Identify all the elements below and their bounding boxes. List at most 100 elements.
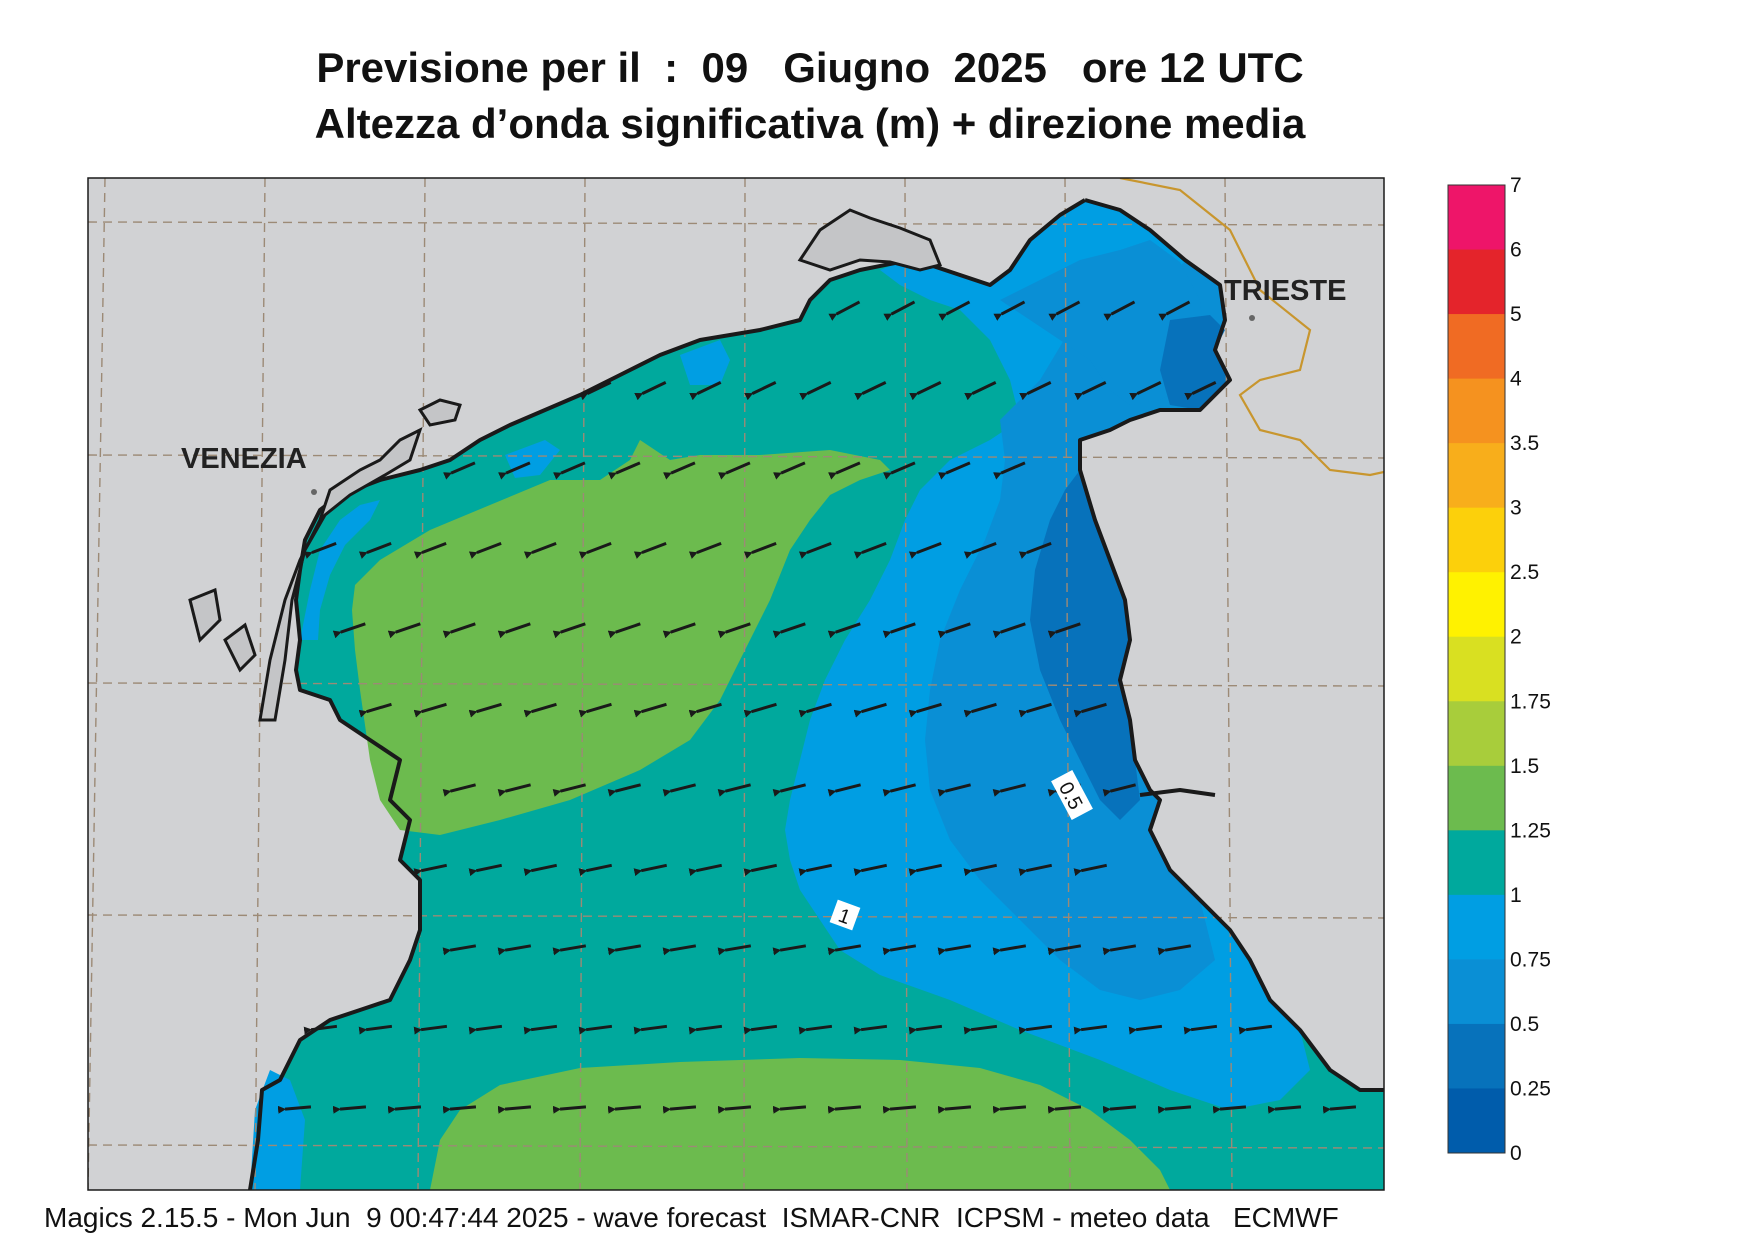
wave-direction-arrow: [689, 381, 722, 401]
colour-bar-tick-label: 7: [1510, 174, 1522, 197]
wave-direction-arrow: [277, 1105, 312, 1114]
wave-direction-arrow: [882, 622, 916, 639]
colour-bar-tick-label: 1: [1510, 884, 1522, 907]
city-label-venezia: VENEZIA: [181, 443, 307, 475]
wave-direction-arrow: [908, 541, 942, 559]
wave-direction-arrow: [662, 622, 696, 639]
wave-direction-arrow: [963, 702, 997, 718]
wave-direction-arrow: [497, 1105, 532, 1114]
wave-direction-arrow: [992, 622, 1026, 639]
wave-zone-1.25-1.5-south: [430, 1058, 1170, 1190]
wave-direction-arrow: [963, 541, 997, 559]
wave-direction-arrow: [442, 1105, 477, 1114]
colour-bar-tick-label: 6: [1510, 239, 1522, 262]
wave-direction-arrow: [908, 863, 943, 877]
wave-direction-arrow: [1018, 541, 1052, 559]
wave-direction-arrow: [938, 461, 971, 480]
wave-direction-arrow: [523, 1024, 558, 1035]
wave-direction-arrow: [828, 461, 861, 480]
colour-bar-tick-label: 0.75: [1510, 948, 1551, 971]
colour-bar-frame: [1447, 184, 1506, 1154]
wave-direction-arrow: [964, 381, 997, 401]
wave-direction-arrow: [497, 783, 531, 797]
wave-direction-arrow: [744, 381, 777, 401]
wave-direction-arrow: [387, 622, 421, 639]
wave-direction-arrow: [1157, 944, 1192, 956]
wave-direction-arrow: [442, 783, 476, 797]
wave-direction-arrow: [937, 1105, 972, 1114]
footer-credits: Magics 2.15.5 - Mon Jun 9 00:47:44 2025 …: [44, 1202, 1339, 1233]
wave-direction-arrow: [717, 783, 751, 797]
wave-direction-arrow: [607, 783, 641, 797]
wave-direction-arrow: [1047, 944, 1082, 956]
wave-direction-arrow: [798, 702, 832, 718]
wave-direction-arrow: [1073, 1024, 1108, 1035]
wave-direction-arrow: [633, 1024, 668, 1035]
colour-bar-swatch: [1448, 185, 1505, 251]
colour-bar: 7 6 5 4 3.5 3 2.5 2 1.75 1.5 1.25 1 0.75 0.5 0.25 0: [1447, 174, 1551, 1165]
wave-direction-arrow: [387, 1105, 422, 1114]
wave-direction-arrow: [468, 541, 502, 559]
colour-bar-swatch: [1448, 378, 1505, 444]
coastal-patch-southwest: [250, 1070, 305, 1190]
colour-bar-tick-label: 0.25: [1510, 1077, 1551, 1100]
wave-direction-arrow: [607, 622, 641, 639]
wave-direction-arrow: [992, 783, 1026, 797]
wave-direction-arrow: [303, 541, 337, 559]
wave-direction-arrow: [853, 863, 888, 877]
wave-direction-arrow: [688, 863, 723, 877]
wave-direction-arrow: [552, 944, 587, 956]
wave-direction-arrow: [578, 863, 613, 877]
colour-bar-tick-label: 1.75: [1510, 690, 1551, 713]
colour-bar-swatch: [1448, 572, 1505, 638]
wave-direction-arrow: [413, 702, 447, 718]
colour-bar-swatch: [1448, 249, 1505, 315]
title-line-1: Previsione per il : 09 Giugno 2025 ore 1…: [316, 44, 1304, 91]
wave-direction-arrow: [578, 1024, 613, 1035]
wave-direction-arrow: [332, 1105, 367, 1114]
wave-direction-arrow: [1157, 1105, 1192, 1114]
wave-direction-arrow: [882, 1105, 917, 1114]
wave-zone-0.5-0.75-gulf: [1000, 240, 1205, 405]
wave-direction-arrow: [413, 1024, 448, 1035]
wave-direction-arrow: [827, 1105, 862, 1114]
wave-direction-arrow: [634, 381, 667, 401]
wave-direction-arrow: [1018, 702, 1052, 718]
wave-direction-arrow: [1018, 863, 1053, 877]
wave-direction-arrow: [608, 461, 641, 480]
wave-direction-arrow: [993, 461, 1026, 480]
colour-bar-tick-label: 4: [1510, 368, 1522, 391]
wave-direction-arrow: [607, 944, 642, 956]
colour-bar-tick-label: 0: [1510, 1142, 1522, 1165]
wave-direction-arrow: [743, 541, 777, 559]
wave-direction-arrow: [468, 863, 503, 877]
lagoon-islands: [188, 208, 943, 722]
wave-direction-arrow: [413, 863, 448, 877]
wave-direction-arrow: [882, 944, 917, 956]
wave-direction-arrow: [1322, 1105, 1357, 1114]
wave-direction-arrow: [992, 944, 1027, 956]
wave-direction-arrow: [662, 944, 697, 956]
wave-direction-arrow: [883, 461, 916, 480]
colour-bar-swatch: [1448, 765, 1505, 831]
wave-direction-arrow: [523, 863, 558, 877]
wave-direction-arrow: [717, 622, 751, 639]
wave-direction-arrow: [798, 863, 833, 877]
colour-bar-tick-label: 1.5: [1510, 755, 1539, 778]
wave-direction-arrow: [937, 944, 972, 956]
wave-direction-arrow: [883, 300, 916, 321]
map-frame: [87, 177, 1385, 1191]
wave-direction-arrow: [909, 381, 942, 401]
wave-direction-arrow: [552, 622, 586, 639]
wave-direction-arrow: [497, 622, 531, 639]
colour-bar-swatch: [1448, 314, 1505, 380]
wave-direction-arrow: [1158, 300, 1191, 321]
wave-zone-0.25-0.5-trieste: [1160, 315, 1230, 410]
wave-direction-arrow: [303, 1024, 338, 1035]
wave-direction-arrow: [468, 702, 502, 718]
wave-direction-arrow: [963, 863, 998, 877]
wave-direction-arrow: [827, 944, 862, 956]
wave-direction-arrow: [442, 622, 476, 639]
wave-direction-arrow: [882, 783, 916, 797]
